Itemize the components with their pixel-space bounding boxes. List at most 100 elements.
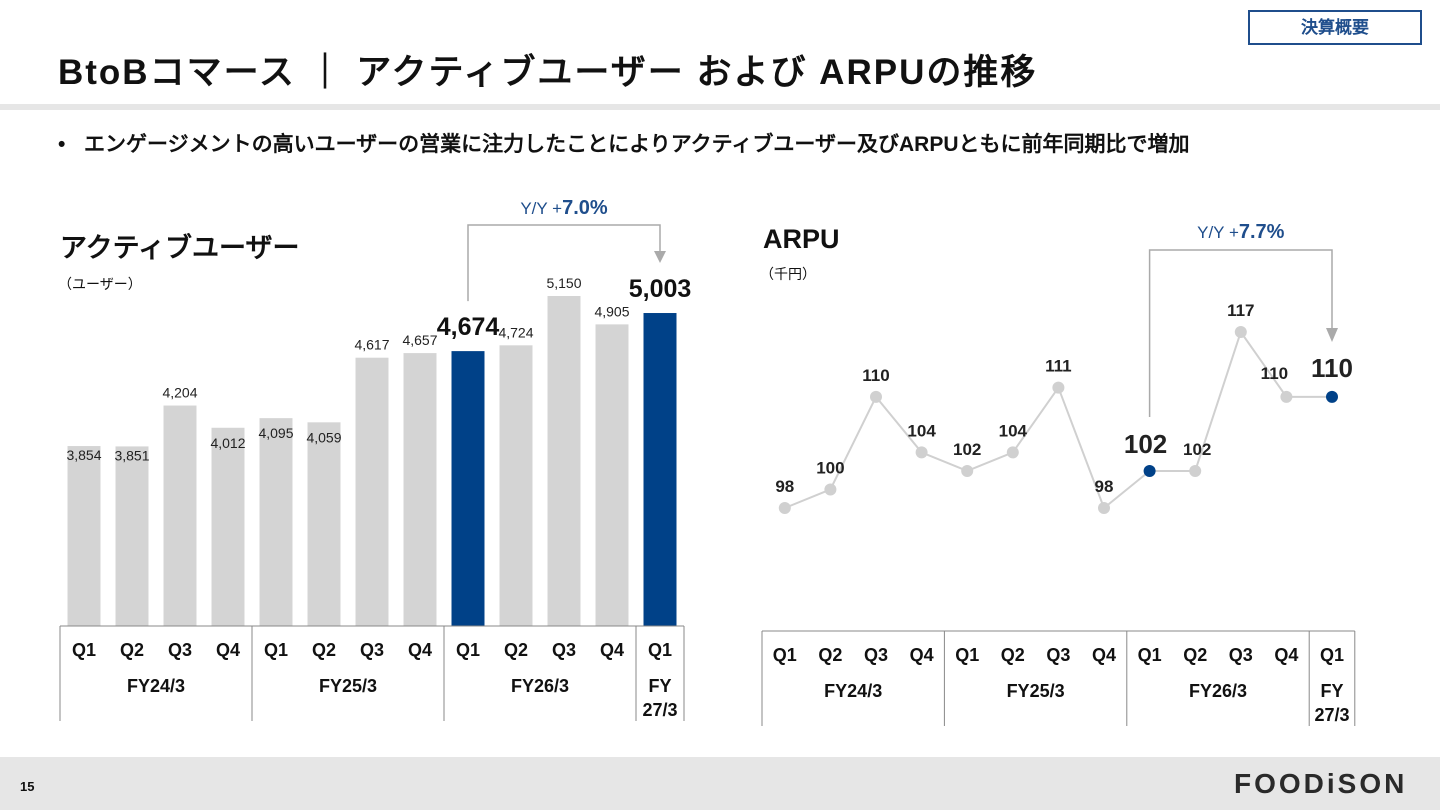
arpu-point [1189, 464, 1202, 477]
active-users-bar [259, 418, 293, 626]
section-badge: 決算概要 [1248, 10, 1422, 45]
yoy-prefix: Y/Y + [1197, 223, 1239, 242]
active-users-bar [643, 313, 677, 626]
active-users-quarter-label: Q3 [360, 640, 384, 660]
active-users-bar [547, 296, 581, 626]
arpu-quarter-label: Q2 [1001, 645, 1025, 665]
active-users-quarter-label: Q3 [168, 640, 192, 660]
arpu-quarter-label: Q3 [1046, 645, 1070, 665]
arpu-value-label: 117 [1227, 301, 1254, 320]
arpu-point [1280, 390, 1293, 403]
arpu-quarter-label: Q1 [1320, 645, 1344, 665]
arpu-quarter-label: Q1 [773, 645, 797, 665]
active-users-bar [355, 357, 389, 626]
active-users-chart-title: アクティブユーザー [60, 233, 300, 263]
arpu-point [1326, 390, 1338, 403]
active-users-value-label: 3,854 [66, 447, 101, 463]
active-users-value-label: 4,657 [402, 332, 437, 348]
active-users-quarter-label: Q4 [216, 640, 240, 660]
active-users-value-label: 5,150 [546, 275, 581, 291]
arpu-value-label: 100 [816, 458, 844, 477]
arpu-point [824, 483, 837, 496]
active-users-quarter-label: Q2 [312, 640, 336, 660]
active-users-bar [451, 351, 485, 626]
arpu-chart-title: ARPU [763, 224, 840, 254]
active-users-quarter-label: Q1 [72, 640, 96, 660]
active-users-quarter-label: Q2 [504, 640, 528, 660]
active-users-value-label: 4,012 [210, 435, 245, 451]
active-users-bar-chart: 3,854 3,851 4,204 4,012 4,095 4,059 4,617 4,657… [59, 197, 692, 721]
arpu-fiscal-year-label: FY26/3 [1189, 681, 1247, 701]
arpu-value-label: 98 [1095, 477, 1114, 496]
active-users-quarter-label: Q1 [456, 640, 480, 660]
arpu-point [1052, 381, 1065, 394]
active-users-quarter-label: Q4 [600, 640, 624, 660]
arpu-point [1234, 326, 1247, 338]
page-number: 15 [20, 779, 35, 794]
bullet-dot: • [58, 133, 66, 156]
arpu-quarter-label: Q1 [1138, 645, 1162, 665]
arpu-unit: （千円） [760, 266, 816, 282]
active-users-quarter-label: Q4 [408, 640, 432, 660]
active-users-fiscal-year-label: FY26/3 [511, 676, 569, 696]
active-users-quarter-label: Q3 [552, 640, 576, 660]
arpu-value-label: 110 [1261, 364, 1288, 383]
active-users-value-label: 4,204 [162, 385, 197, 401]
arpu-point [915, 446, 928, 459]
arpu-point [1006, 446, 1019, 459]
arpu-value-label: 104 [999, 421, 1028, 440]
active-users-unit: （ユーザー） [58, 276, 142, 292]
yoy-label: Y/Y +7.0% [520, 197, 608, 219]
active-users-bar [67, 446, 101, 626]
summary-bullet: • エンゲージメントの高いユーザーの営業に注力したことによりアクティブユーザー及び… [58, 128, 1190, 158]
active-users-value-label: 4,724 [498, 324, 533, 340]
active-users-fiscal-year-label: FY25/3 [319, 676, 377, 696]
active-users-fiscal-year-label: FY24/3 [127, 676, 185, 696]
arpu-value-label: 110 [862, 366, 889, 385]
active-users-fiscal-year-label: FY [648, 676, 671, 696]
arpu-value-label: 104 [907, 421, 936, 440]
arpu-quarter-label: Q4 [1092, 645, 1116, 665]
arpu-quarter-label: Q3 [864, 645, 888, 665]
yoy-value: 7.0% [562, 197, 608, 219]
arpu-quarter-label: Q2 [818, 645, 842, 665]
active-users-value-label: 3,851 [114, 447, 149, 463]
active-users-quarter-label: Q2 [120, 640, 144, 660]
page-title: BtoBコマース ｜ アクティブユーザー および ARPUの推移 [58, 53, 1038, 92]
yoy-arrow-icon [1326, 328, 1338, 342]
arpu-fiscal-year-label: 27/3 [1314, 705, 1349, 725]
arpu-point [778, 502, 791, 514]
yoy-value: 7.7% [1239, 221, 1285, 243]
company-logo: FOODiSON [1234, 768, 1408, 799]
active-users-bar [115, 446, 149, 626]
title-divider [0, 104, 1440, 110]
active-users-bar [595, 324, 629, 626]
active-users-value-label: 4,674 [437, 313, 500, 341]
yoy-label: Y/Y +7.7% [1197, 221, 1285, 243]
arpu-fiscal-year-label: FY [1320, 681, 1343, 701]
active-users-fiscal-year-label: 27/3 [642, 700, 677, 720]
active-users-bar [403, 353, 437, 626]
arpu-quarter-label: Q1 [955, 645, 979, 665]
active-users-value-label: 4,617 [354, 337, 389, 353]
arpu-point [1143, 464, 1156, 477]
arpu-fiscal-year-label: FY24/3 [824, 681, 882, 701]
active-users-bar [307, 422, 341, 626]
active-users-quarter-label: Q1 [264, 640, 288, 660]
arpu-point [1098, 502, 1110, 514]
arpu-point [961, 464, 974, 477]
arpu-value-label: 102 [1124, 429, 1167, 459]
arpu-value-label: 111 [1045, 357, 1072, 376]
arpu-value-label: 102 [953, 440, 981, 459]
arpu-quarter-label: Q4 [1274, 645, 1298, 665]
arpu-fiscal-year-label: FY25/3 [1007, 681, 1065, 701]
arpu-value-label: 98 [775, 477, 794, 496]
arpu-quarter-label: Q2 [1183, 645, 1207, 665]
active-users-value-label: 4,905 [594, 303, 629, 319]
active-users-bar [163, 405, 197, 626]
arpu-value-label: 110 [1311, 353, 1353, 383]
active-users-value-label: 4,059 [306, 429, 341, 445]
active-users-bar [211, 427, 245, 626]
yoy-prefix: Y/Y + [520, 199, 562, 218]
active-users-value-label: 5,003 [629, 275, 692, 303]
